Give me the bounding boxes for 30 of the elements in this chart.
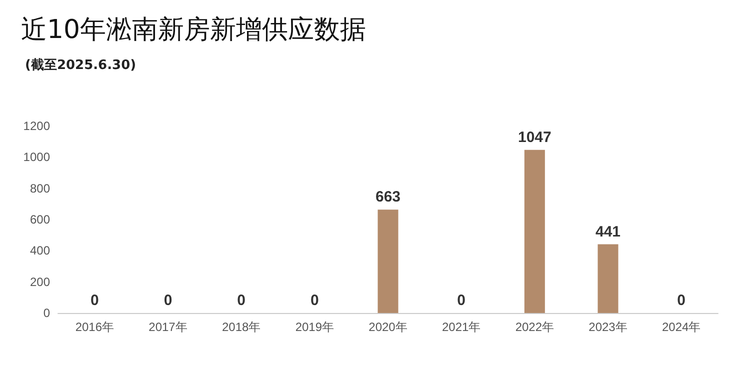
chart-title: 近10年淞南新房新增供应数据 bbox=[21, 15, 366, 45]
data-label: 441 bbox=[595, 223, 621, 240]
data-label: 0 bbox=[90, 292, 99, 309]
x-tick-label: 2018年 bbox=[222, 320, 261, 334]
x-tick-label: 2021年 bbox=[442, 320, 481, 334]
y-tick-label: 1200 bbox=[23, 119, 50, 133]
y-tick-label: 0 bbox=[43, 306, 50, 320]
y-tick-label: 600 bbox=[30, 212, 50, 226]
x-tick-label: 2024年 bbox=[662, 320, 701, 334]
bar bbox=[378, 210, 398, 313]
x-tick-label: 2020年 bbox=[368, 320, 408, 334]
y-tick-label: 400 bbox=[30, 244, 50, 258]
bar bbox=[524, 150, 545, 313]
data-label: 0 bbox=[164, 292, 172, 309]
x-tick-label: 2016年 bbox=[75, 320, 114, 334]
chart-subtitle: (截至2025.6.30) bbox=[25, 58, 136, 73]
y-tick-label: 200 bbox=[30, 274, 50, 289]
data-label: 0 bbox=[457, 292, 466, 309]
y-tick-label: 800 bbox=[30, 181, 50, 196]
x-tick-label: 2017年 bbox=[148, 320, 188, 334]
x-tick-label: 2022年 bbox=[515, 320, 554, 334]
data-label: 0 bbox=[310, 292, 319, 309]
data-label: 1047 bbox=[518, 128, 552, 146]
data-label: 0 bbox=[237, 292, 246, 309]
y-tick-label: 1000 bbox=[23, 150, 50, 164]
data-label: 663 bbox=[375, 188, 401, 206]
bar bbox=[598, 244, 618, 313]
data-label: 0 bbox=[677, 292, 686, 309]
x-tick-label: 2019年 bbox=[295, 320, 334, 334]
x-tick-label: 2023年 bbox=[588, 320, 628, 334]
